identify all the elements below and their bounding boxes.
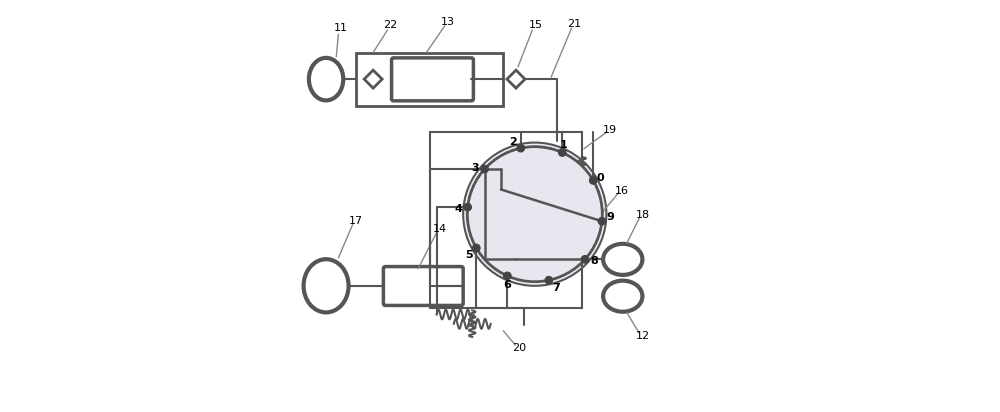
Text: 1: 1 — [560, 140, 567, 150]
Circle shape — [464, 204, 471, 211]
FancyBboxPatch shape — [392, 58, 473, 101]
Text: 12: 12 — [636, 331, 650, 341]
Text: 3: 3 — [472, 163, 479, 173]
Circle shape — [559, 149, 566, 156]
Polygon shape — [364, 70, 382, 88]
Circle shape — [517, 145, 524, 152]
Ellipse shape — [304, 259, 349, 312]
Ellipse shape — [309, 58, 343, 101]
Polygon shape — [507, 70, 525, 88]
Circle shape — [463, 143, 606, 286]
Circle shape — [504, 272, 511, 280]
Circle shape — [581, 256, 589, 263]
Text: 19: 19 — [603, 125, 617, 135]
Circle shape — [590, 177, 597, 184]
Text: 8: 8 — [590, 256, 598, 267]
Text: 20: 20 — [512, 344, 526, 353]
Text: 14: 14 — [433, 224, 447, 234]
Bar — [430, 132, 582, 308]
Bar — [356, 53, 503, 106]
Text: 0: 0 — [597, 173, 604, 183]
Text: 17: 17 — [349, 216, 363, 226]
Text: 13: 13 — [441, 17, 455, 27]
Text: 7: 7 — [552, 283, 560, 293]
FancyBboxPatch shape — [383, 267, 463, 305]
Text: 5: 5 — [465, 250, 473, 260]
Text: 15: 15 — [529, 20, 543, 30]
Text: 6: 6 — [503, 280, 511, 290]
Ellipse shape — [603, 281, 642, 312]
Circle shape — [473, 244, 480, 252]
Text: 4: 4 — [455, 204, 463, 214]
Circle shape — [467, 147, 602, 282]
Text: 18: 18 — [635, 210, 649, 220]
Circle shape — [481, 165, 488, 173]
Text: 21: 21 — [567, 19, 582, 29]
Text: 9: 9 — [606, 212, 614, 222]
Circle shape — [598, 218, 606, 225]
Text: 22: 22 — [383, 20, 397, 30]
Text: 11: 11 — [334, 23, 348, 33]
Text: 16: 16 — [615, 185, 629, 196]
Ellipse shape — [603, 244, 642, 275]
Text: 2: 2 — [510, 137, 517, 147]
Circle shape — [545, 276, 553, 284]
